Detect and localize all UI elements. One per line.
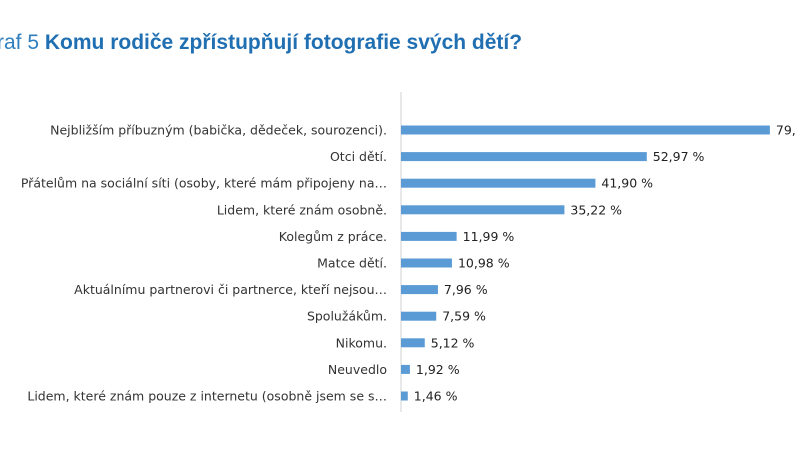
category-label: Aktuálnímu partnerovi či partnerce, kteř… [74,282,387,297]
value-label: 5,12 % [431,335,475,350]
category-label: Lidem, které znám osobně. [217,202,387,217]
bar [401,258,452,268]
bar [401,364,410,374]
value-label: 35,22 % [570,202,622,217]
category-label: Matce dětí. [317,256,387,271]
bar [401,178,596,188]
category-label: Neuvedlo [328,362,387,377]
value-label: 52,97 % [653,149,705,164]
value-label: 7,59 % [442,309,486,324]
value-label: 79, [776,123,796,138]
category-label: Spolužákům. [307,309,387,324]
bar [401,391,408,401]
bar [401,338,425,348]
category-label: Přátelům na sociální síti (osoby, které … [21,176,387,191]
bar [401,311,437,321]
bar [401,285,438,295]
value-label: 10,98 % [458,256,510,271]
category-label: Nikomu. [336,335,387,350]
bar [401,231,457,241]
value-label: 7,96 % [444,282,488,297]
value-label: 1,46 % [414,389,458,404]
value-label: 11,99 % [463,229,515,244]
category-label: Nejbližším příbuzným (babička, dědeček, … [50,123,387,138]
bar [401,152,647,162]
chart-title-prefix: raf 5 [0,31,40,54]
chart-title-main: Komu rodiče zpřístupňují fotografie svýc… [44,31,523,54]
category-label: Otci dětí. [330,149,387,164]
bar [401,125,770,135]
category-label: Kolegům z práce. [279,229,387,244]
value-label: 41,90 % [601,176,653,191]
chart-title: raf 5 Komu rodiče zpřístupňují fotografi… [0,30,522,56]
value-label: 1,92 % [416,362,460,377]
category-label: Lidem, které znám pouze z internetu (oso… [27,389,387,404]
chart-rows: Nejbližším příbuzným (babička, dědeček, … [21,123,796,404]
bar [401,205,565,215]
